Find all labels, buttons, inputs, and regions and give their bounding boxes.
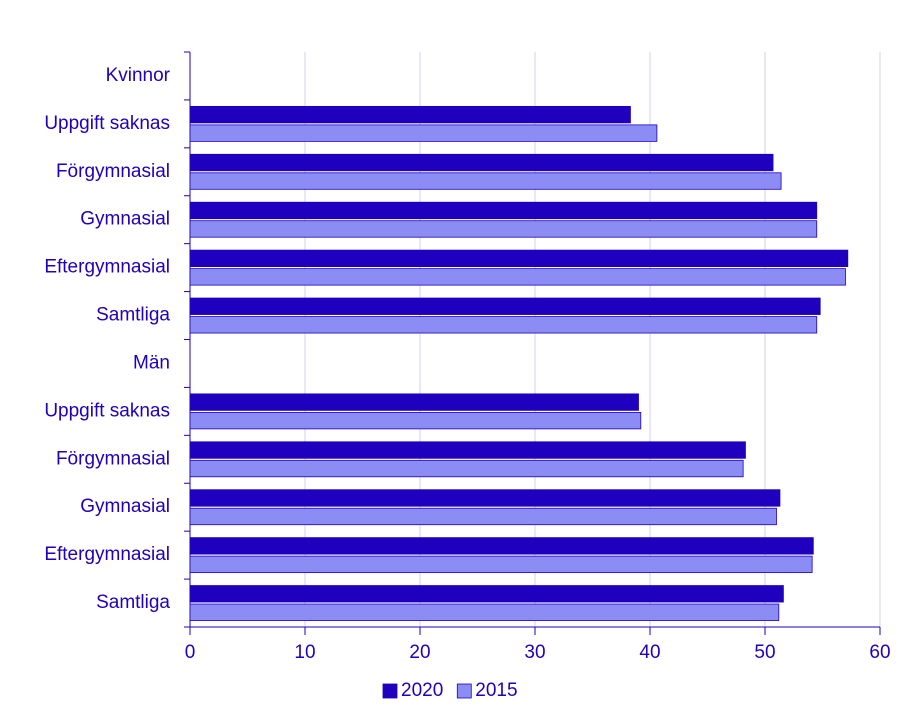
bar: [189, 268, 846, 286]
bar: [189, 555, 813, 574]
bar: [189, 220, 818, 238]
bar: [189, 249, 849, 268]
bar: [189, 153, 774, 172]
bar: [189, 441, 746, 459]
y-tick-label: Samtliga: [96, 305, 170, 326]
legend-swatch: [456, 683, 472, 699]
x-tick-label: 10: [294, 642, 315, 663]
y-tick-label: Män: [133, 352, 170, 373]
y-tick-label: Gymnasial: [80, 209, 170, 230]
bar: [189, 489, 781, 507]
bar: [189, 105, 631, 124]
bar: [189, 411, 642, 430]
bar: [189, 585, 784, 603]
x-tick-label: 40: [639, 642, 660, 663]
legend-label: 2015: [475, 680, 517, 701]
y-tick-label: Uppgift saknas: [44, 400, 170, 421]
x-tick-label: 50: [754, 642, 775, 663]
legend-swatch: [382, 683, 398, 699]
x-tick-label: 0: [185, 642, 196, 663]
bar: [189, 603, 780, 621]
y-tick-label: Kvinnor: [106, 65, 171, 86]
y-tick-label: Gymnasial: [80, 496, 170, 517]
bar: [189, 297, 821, 315]
bar: [189, 507, 777, 526]
bar: [189, 201, 818, 220]
y-tick-label: Förgymnasial: [56, 448, 170, 469]
y-tick-label: Eftergymnasial: [44, 257, 170, 278]
bar: [189, 124, 658, 142]
x-tick-label: 30: [524, 642, 545, 663]
y-tick-label: Förgymnasial: [56, 161, 170, 182]
bar: [189, 537, 814, 555]
x-tick-label: 60: [869, 642, 890, 663]
bar: [189, 316, 818, 334]
x-tick-label: 20: [409, 642, 430, 663]
bar: [189, 459, 744, 478]
y-tick-label: Eftergymnasial: [44, 544, 170, 565]
y-tick-label: Uppgift saknas: [44, 113, 170, 134]
legend-label: 2020: [401, 680, 443, 701]
bar: [189, 393, 639, 411]
y-tick-label: Samtliga: [96, 592, 170, 613]
bar: [189, 172, 782, 190]
